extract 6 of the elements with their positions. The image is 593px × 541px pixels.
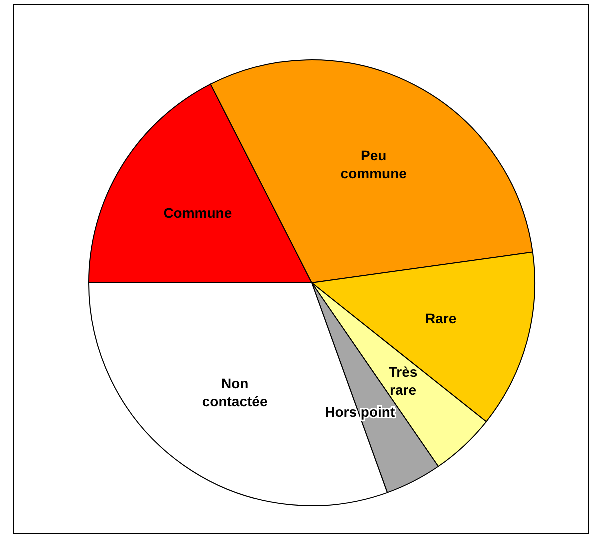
slice-label: Rare xyxy=(425,310,457,326)
slice-label: Commune xyxy=(164,205,232,222)
slice-label: Non contactée xyxy=(202,375,268,410)
slice-label: Hors point xyxy=(325,404,396,420)
slice-label: Très rare xyxy=(388,364,418,398)
slice-label: Peu commune xyxy=(340,147,408,182)
